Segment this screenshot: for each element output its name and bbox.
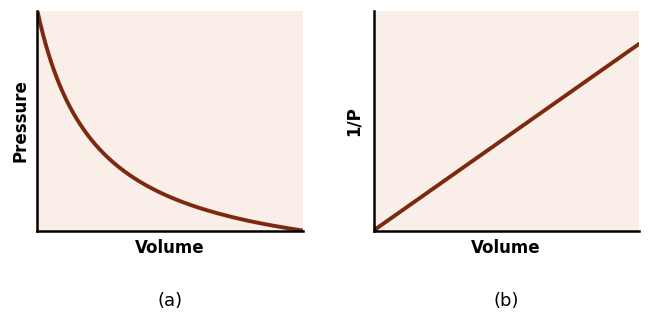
X-axis label: Volume: Volume [135, 239, 205, 257]
Text: (b): (b) [493, 292, 519, 310]
Text: (a): (a) [157, 292, 183, 310]
Y-axis label: Pressure: Pressure [11, 79, 29, 162]
X-axis label: Volume: Volume [471, 239, 541, 257]
Y-axis label: 1/P: 1/P [344, 106, 363, 136]
